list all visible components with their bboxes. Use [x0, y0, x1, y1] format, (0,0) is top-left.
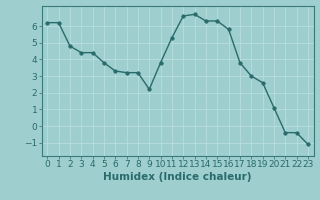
X-axis label: Humidex (Indice chaleur): Humidex (Indice chaleur)	[103, 172, 252, 182]
